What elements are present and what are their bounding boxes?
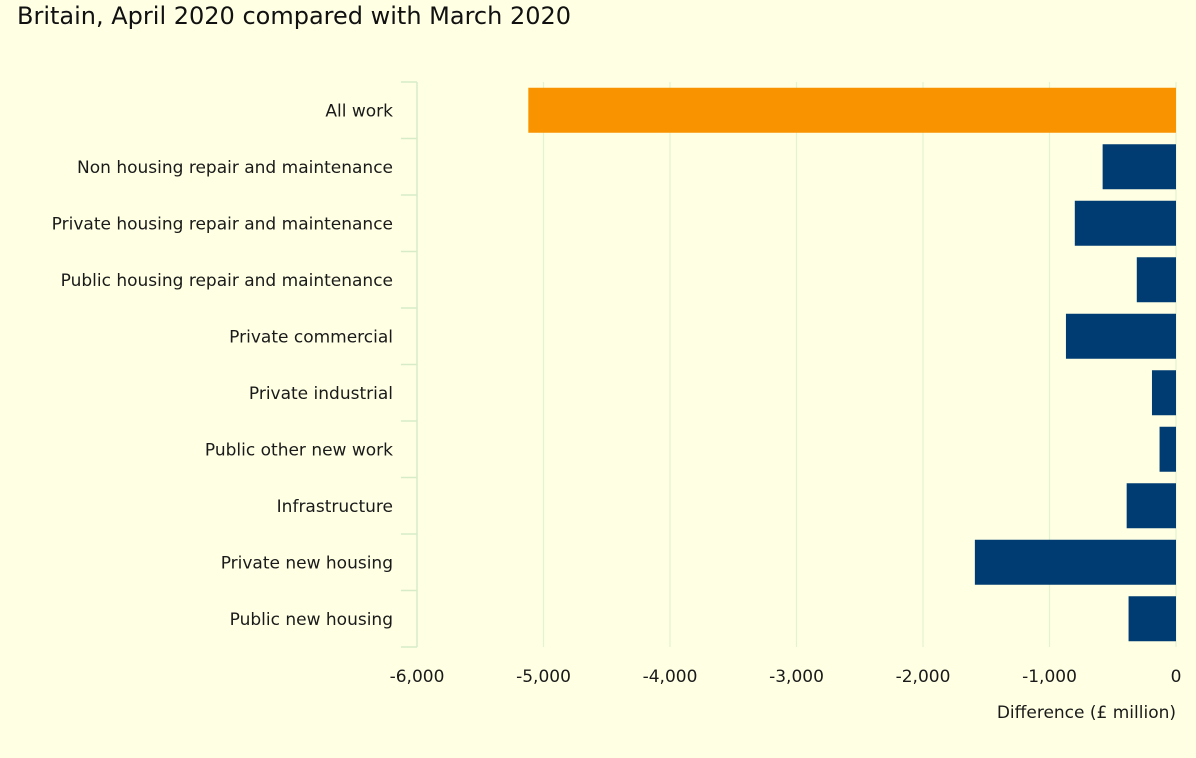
bar-private-new-housing	[974, 539, 1176, 585]
x-axis-label: Difference (£ million)	[997, 703, 1176, 723]
x-tick-label: 0	[1171, 667, 1182, 687]
category-label: Private commercial	[229, 327, 393, 347]
x-tick-label: -3,000	[769, 667, 824, 687]
category-label: Non housing repair and maintenance	[77, 158, 393, 178]
bar-private-commercial	[1065, 313, 1176, 359]
x-tick-label: -5,000	[516, 667, 571, 687]
category-label: Public housing repair and maintenance	[61, 271, 393, 291]
bar-public-new-housing	[1128, 596, 1176, 642]
bar-public-other-new-work	[1159, 426, 1176, 472]
category-label: Public new housing	[230, 610, 393, 630]
category-label: Infrastructure	[277, 497, 393, 517]
bar-all-work	[528, 87, 1176, 133]
x-tick-labels: -6,000 -5,000 -4,000 -3,000 -2,000 -1,000 0	[390, 667, 1182, 687]
category-label: Private housing repair and maintenance	[52, 214, 393, 234]
bar-private-industrial	[1151, 370, 1176, 416]
x-tick-label: -2,000	[896, 667, 951, 687]
category-label: Public other new work	[205, 440, 393, 460]
category-label: Private industrial	[249, 384, 393, 404]
x-tick-label: -1,000	[1022, 667, 1077, 687]
x-tick-label: -6,000	[390, 667, 445, 687]
bar-public-housing-repair-and-maintenance	[1136, 257, 1176, 303]
bars	[528, 87, 1176, 642]
bar-infrastructure	[1126, 483, 1176, 529]
bar-non-housing-repair-and-maintenance	[1102, 144, 1176, 190]
bar-private-housing-repair-and-maintenance	[1074, 200, 1176, 246]
category-label: All work	[325, 101, 393, 121]
x-tick-label: -4,000	[643, 667, 698, 687]
y-axis	[401, 81, 418, 648]
chart-title: Britain, April 2020 compared with March …	[17, 2, 572, 30]
category-label: Private new housing	[221, 553, 393, 573]
category-labels: All work Non housing repair and maintenan…	[52, 101, 393, 630]
